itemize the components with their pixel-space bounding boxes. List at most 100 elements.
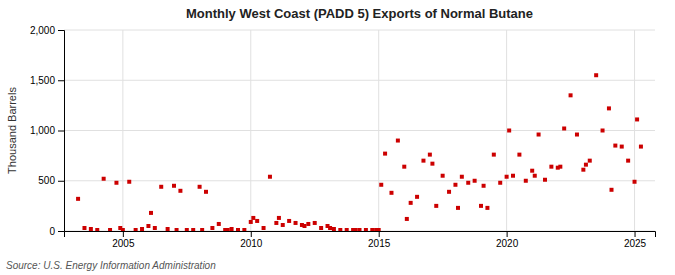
grid-line bbox=[378, 30, 379, 231]
point bbox=[383, 152, 387, 156]
point bbox=[575, 133, 579, 137]
grid-line bbox=[122, 30, 123, 231]
point bbox=[370, 228, 374, 231]
grid-line bbox=[506, 30, 507, 231]
tick-mark bbox=[507, 231, 508, 237]
grid-line bbox=[64, 130, 655, 131]
point bbox=[364, 228, 368, 231]
grid-line bbox=[64, 180, 655, 181]
grid-line bbox=[634, 30, 635, 231]
point bbox=[594, 73, 598, 77]
point bbox=[140, 227, 144, 231]
tick-mark bbox=[251, 231, 252, 237]
point bbox=[159, 185, 163, 189]
point bbox=[524, 179, 528, 183]
title: Monthly West Coast (PADD 5) Exports of N… bbox=[186, 6, 533, 21]
grid-line bbox=[64, 30, 655, 31]
point bbox=[633, 180, 637, 184]
point bbox=[402, 165, 406, 169]
point bbox=[626, 159, 630, 163]
point bbox=[114, 181, 118, 185]
y-axis: 05001,0001,5002,000 bbox=[30, 25, 65, 237]
point bbox=[405, 217, 409, 221]
point bbox=[198, 185, 202, 189]
point bbox=[146, 224, 150, 228]
point bbox=[562, 126, 566, 130]
tick: 2005 bbox=[112, 231, 135, 249]
tick: 500 bbox=[38, 175, 64, 186]
point bbox=[354, 228, 358, 231]
y-axis-label: Thousand Barrels bbox=[6, 87, 18, 174]
point bbox=[249, 220, 253, 224]
tick-label: 2005 bbox=[112, 238, 135, 249]
tick-mark bbox=[379, 231, 380, 237]
point bbox=[328, 226, 332, 230]
tick: 2025 bbox=[624, 231, 647, 249]
tick: 0 bbox=[49, 226, 64, 237]
point bbox=[409, 201, 413, 205]
point bbox=[479, 204, 483, 208]
grid bbox=[64, 30, 655, 231]
point bbox=[389, 191, 393, 195]
tick-mark bbox=[58, 30, 64, 31]
tick-mark bbox=[123, 231, 124, 237]
point bbox=[345, 228, 349, 231]
point bbox=[379, 183, 383, 187]
point bbox=[319, 226, 323, 230]
point bbox=[274, 221, 278, 225]
point bbox=[607, 106, 611, 110]
point bbox=[230, 227, 234, 231]
point bbox=[543, 178, 547, 182]
point bbox=[121, 228, 125, 231]
point bbox=[581, 168, 585, 172]
point bbox=[434, 204, 438, 208]
point bbox=[569, 93, 573, 97]
point bbox=[456, 206, 460, 210]
point bbox=[498, 181, 502, 185]
point bbox=[210, 226, 214, 230]
point bbox=[338, 228, 342, 231]
point bbox=[178, 189, 182, 193]
tick-mark bbox=[58, 80, 64, 81]
point bbox=[306, 222, 310, 226]
tick-mark bbox=[635, 231, 636, 237]
point bbox=[533, 174, 537, 178]
point bbox=[428, 153, 432, 157]
point bbox=[517, 153, 521, 157]
point bbox=[255, 219, 259, 223]
tick-label: 500 bbox=[38, 175, 55, 186]
tick-label: 2025 bbox=[624, 238, 647, 249]
y-axis-line bbox=[58, 31, 65, 232]
point bbox=[396, 139, 400, 143]
point bbox=[441, 174, 445, 178]
point bbox=[172, 184, 176, 188]
point bbox=[200, 228, 204, 231]
point bbox=[175, 228, 179, 231]
point bbox=[620, 145, 624, 149]
point bbox=[507, 129, 511, 133]
point bbox=[226, 228, 230, 231]
point bbox=[185, 228, 189, 231]
point bbox=[558, 165, 562, 169]
point bbox=[268, 175, 272, 179]
point bbox=[601, 129, 605, 133]
point bbox=[492, 153, 496, 157]
point bbox=[89, 227, 93, 231]
point bbox=[537, 133, 541, 137]
tick: 2010 bbox=[240, 231, 263, 249]
point bbox=[584, 163, 588, 167]
point bbox=[377, 228, 381, 231]
point bbox=[95, 228, 99, 231]
tick-label: 1,000 bbox=[30, 125, 55, 136]
point bbox=[191, 228, 195, 231]
point bbox=[466, 181, 470, 185]
tick-label: 2015 bbox=[368, 238, 391, 249]
point bbox=[76, 197, 80, 201]
point bbox=[588, 159, 592, 163]
point bbox=[236, 228, 240, 231]
point bbox=[166, 227, 170, 231]
point bbox=[482, 184, 486, 188]
point bbox=[460, 175, 464, 179]
tick: 2020 bbox=[496, 231, 519, 249]
point bbox=[635, 117, 639, 121]
